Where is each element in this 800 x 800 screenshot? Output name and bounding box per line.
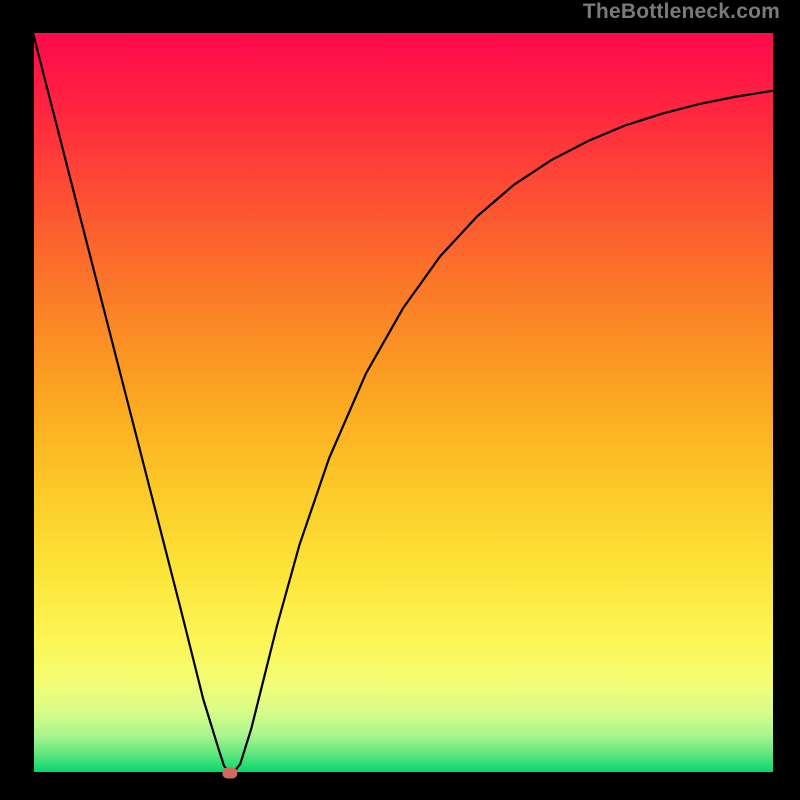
plot-area [33,33,773,773]
watermark-label: TheBottleneck.com [583,0,780,24]
chart-svg [0,0,800,800]
min-marker [222,768,237,779]
chart-container: TheBottleneck.com [0,0,800,800]
